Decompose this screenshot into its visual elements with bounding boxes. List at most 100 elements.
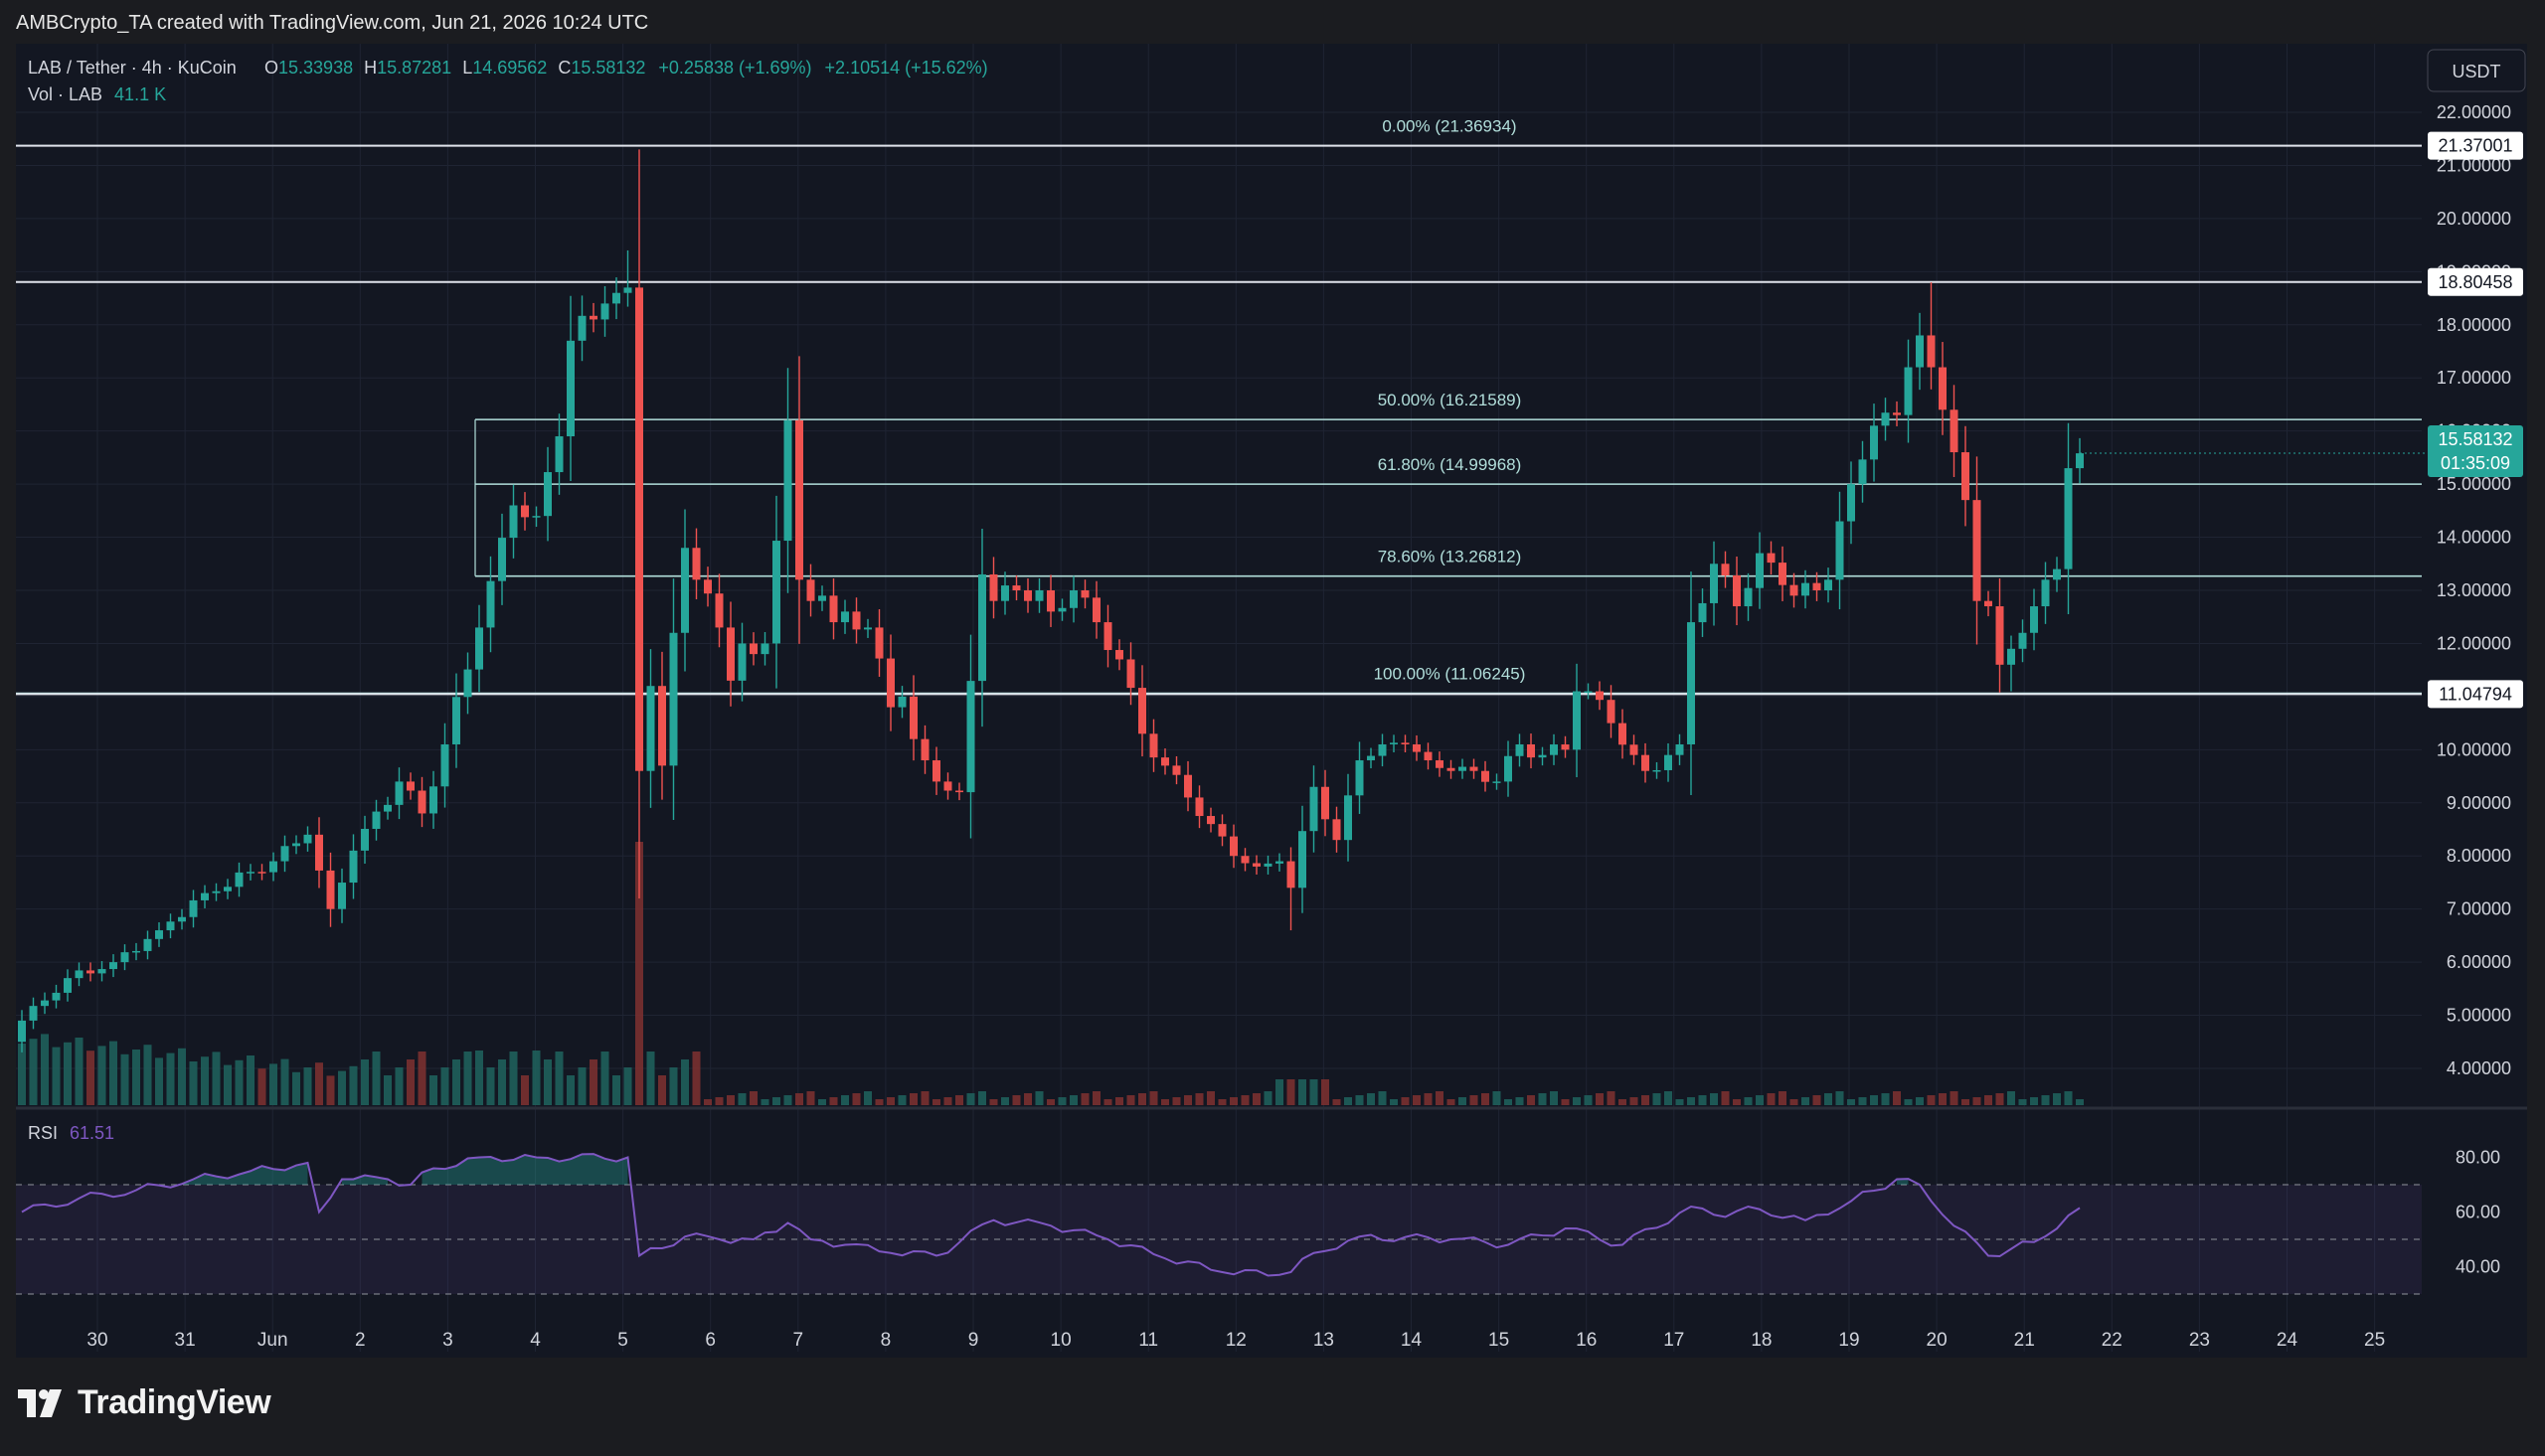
volume-bar — [189, 1061, 198, 1105]
vol-label: Vol · LAB — [28, 84, 102, 104]
volume-bar — [384, 1075, 392, 1105]
volume-bar — [567, 1075, 575, 1105]
candle-body — [1596, 691, 1604, 701]
candle-body — [1641, 754, 1649, 771]
candle-body — [1218, 824, 1227, 837]
candle-body — [761, 643, 769, 655]
candle-body — [887, 658, 895, 708]
candle-body — [1264, 863, 1272, 867]
candle-body — [1779, 563, 1786, 585]
candle-body — [818, 595, 826, 601]
volume-bar — [29, 1039, 38, 1105]
candle-body — [1550, 744, 1558, 755]
volume-bar — [418, 1052, 426, 1105]
candle-body — [612, 292, 620, 304]
volume-bar — [1515, 1097, 1524, 1105]
candle-body — [567, 340, 575, 437]
volume-bar — [978, 1091, 986, 1105]
volume-bar — [486, 1067, 495, 1105]
time-tick-label: 4 — [530, 1330, 541, 1351]
candle-body — [166, 921, 175, 931]
volume-bar — [361, 1059, 369, 1105]
candle-body — [1093, 597, 1101, 623]
current-price-label: 15.58132 — [2438, 429, 2512, 449]
current-price-badge — [2428, 425, 2523, 478]
candle-body — [509, 505, 518, 539]
volume-bar — [898, 1095, 907, 1105]
volume-bar — [75, 1038, 84, 1105]
price-tick-label: 9.00000 — [2447, 793, 2511, 813]
tradingview-logo[interactable]: TradingView — [18, 1383, 271, 1422]
candle-body — [1332, 819, 1341, 841]
candle-body — [1824, 579, 1832, 590]
candle-body — [1241, 856, 1250, 864]
volume-bar — [2053, 1093, 2061, 1105]
o-value: 15.33938 — [278, 58, 353, 78]
candle-body — [440, 743, 449, 787]
candle-body — [349, 850, 358, 884]
volume-bar — [1241, 1095, 1250, 1105]
volume-bar — [1115, 1097, 1123, 1105]
volume-bar — [1355, 1095, 1364, 1105]
rsi-overbought-fill — [1897, 1179, 1909, 1185]
candle-body — [1309, 786, 1318, 832]
candle-body — [1561, 744, 1570, 750]
candle-body — [1481, 770, 1489, 782]
candle-body — [1344, 795, 1352, 841]
candle-body — [1275, 861, 1283, 864]
candle-body — [486, 580, 495, 628]
volume-bar — [1070, 1095, 1078, 1105]
candle-body — [372, 811, 381, 829]
candle-body — [681, 548, 689, 633]
volume-bar — [1298, 1079, 1306, 1105]
volume-bar — [1367, 1093, 1375, 1105]
volume-bar — [910, 1093, 918, 1105]
price-tick-label: 17.00000 — [2437, 368, 2511, 388]
volume-bar — [97, 1046, 106, 1105]
volume-bar — [783, 1095, 792, 1105]
price-tick-label: 21.00000 — [2437, 155, 2511, 175]
volume-bar — [1492, 1091, 1501, 1105]
volume-bar — [1504, 1099, 1512, 1105]
candle-body — [361, 828, 369, 851]
volume-bar — [109, 1041, 117, 1105]
candle-body — [1161, 757, 1169, 766]
volume-bar — [303, 1067, 312, 1105]
volume-bar — [1024, 1093, 1032, 1105]
volume-bar — [1664, 1091, 1672, 1105]
volume-bar — [2076, 1099, 2084, 1105]
vol-value: 41.1 K — [114, 84, 166, 104]
volume-bar — [178, 1048, 186, 1105]
candle-body — [86, 970, 94, 974]
candle-body — [1081, 590, 1090, 598]
volume-bar — [269, 1063, 277, 1105]
volume-bar — [864, 1091, 872, 1105]
price-tick-label: 6.00000 — [2447, 952, 2511, 972]
candle-body — [155, 930, 163, 939]
candle-body — [1115, 650, 1123, 660]
time-tick-label: 10 — [1051, 1330, 1072, 1351]
volume-bar — [315, 1062, 323, 1105]
rsi-tick-label: 80.00 — [2456, 1148, 2500, 1168]
currency-button[interactable] — [2427, 49, 2526, 92]
volume-bar — [1481, 1093, 1489, 1105]
volume-bar — [372, 1052, 381, 1105]
volume-bar — [750, 1091, 758, 1105]
candle-body — [623, 287, 632, 293]
candle-body — [898, 696, 907, 708]
volume-bar — [943, 1097, 952, 1105]
volume-bar — [143, 1045, 152, 1105]
candle-body — [1047, 590, 1055, 612]
volume-bar — [429, 1075, 437, 1105]
volume-bar — [407, 1059, 415, 1105]
fib-level-label: 100.00% (11.06245) — [1374, 665, 1526, 684]
ohlc-values: O15.33938 H15.87281 L14.69562 C15.58132 … — [264, 58, 988, 78]
candle-body — [1847, 484, 1855, 522]
candle-body — [1812, 582, 1821, 590]
horizontal-lines[interactable] — [16, 144, 2422, 696]
candle-body — [1436, 760, 1443, 768]
candle-body — [966, 681, 975, 793]
candle-body — [257, 872, 266, 874]
volume-bar — [212, 1052, 221, 1105]
